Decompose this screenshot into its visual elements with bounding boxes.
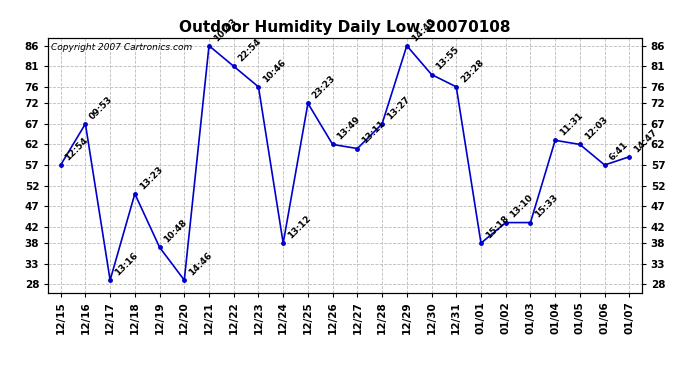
Text: 11:31: 11:31 — [558, 111, 584, 138]
Text: 22:54: 22:54 — [237, 37, 263, 63]
Text: 13:10: 13:10 — [509, 193, 535, 220]
Text: 13:23: 13:23 — [137, 164, 164, 191]
Text: 15:18: 15:18 — [484, 214, 511, 240]
Text: 23:23: 23:23 — [310, 74, 337, 100]
Text: 10:43: 10:43 — [212, 16, 239, 43]
Text: 10:46: 10:46 — [262, 57, 288, 84]
Text: 14:40: 14:40 — [410, 16, 436, 43]
Text: 13:16: 13:16 — [113, 251, 139, 278]
Text: 23:28: 23:28 — [459, 57, 486, 84]
Text: 12:03: 12:03 — [582, 115, 609, 142]
Text: 13:27: 13:27 — [385, 94, 411, 121]
Text: 13:12: 13:12 — [286, 214, 313, 240]
Title: Outdoor Humidity Daily Low 20070108: Outdoor Humidity Daily Low 20070108 — [179, 20, 511, 35]
Text: 10:48: 10:48 — [162, 218, 189, 244]
Text: 09:53: 09:53 — [88, 94, 115, 121]
Text: 13:11: 13:11 — [360, 119, 387, 146]
Text: 14:46: 14:46 — [187, 251, 214, 278]
Text: 12:54: 12:54 — [63, 135, 90, 162]
Text: 14:47: 14:47 — [632, 127, 659, 154]
Text: 13:49: 13:49 — [335, 115, 362, 142]
Text: Copyright 2007 Cartronics.com: Copyright 2007 Cartronics.com — [51, 43, 193, 52]
Text: 6:41: 6:41 — [607, 140, 630, 162]
Text: 13:55: 13:55 — [434, 45, 461, 72]
Text: 15:33: 15:33 — [533, 193, 560, 220]
